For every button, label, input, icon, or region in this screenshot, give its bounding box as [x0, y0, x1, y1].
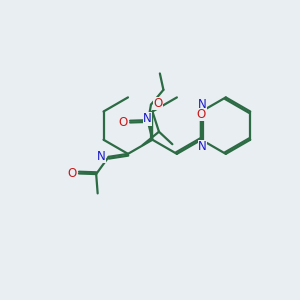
- Text: O: O: [154, 97, 163, 110]
- Text: N: N: [97, 150, 106, 163]
- Text: N: N: [198, 98, 207, 111]
- Text: O: O: [67, 167, 76, 180]
- Text: O: O: [197, 108, 206, 121]
- Text: N: N: [198, 140, 207, 153]
- Text: N: N: [143, 112, 152, 125]
- Text: O: O: [118, 116, 127, 129]
